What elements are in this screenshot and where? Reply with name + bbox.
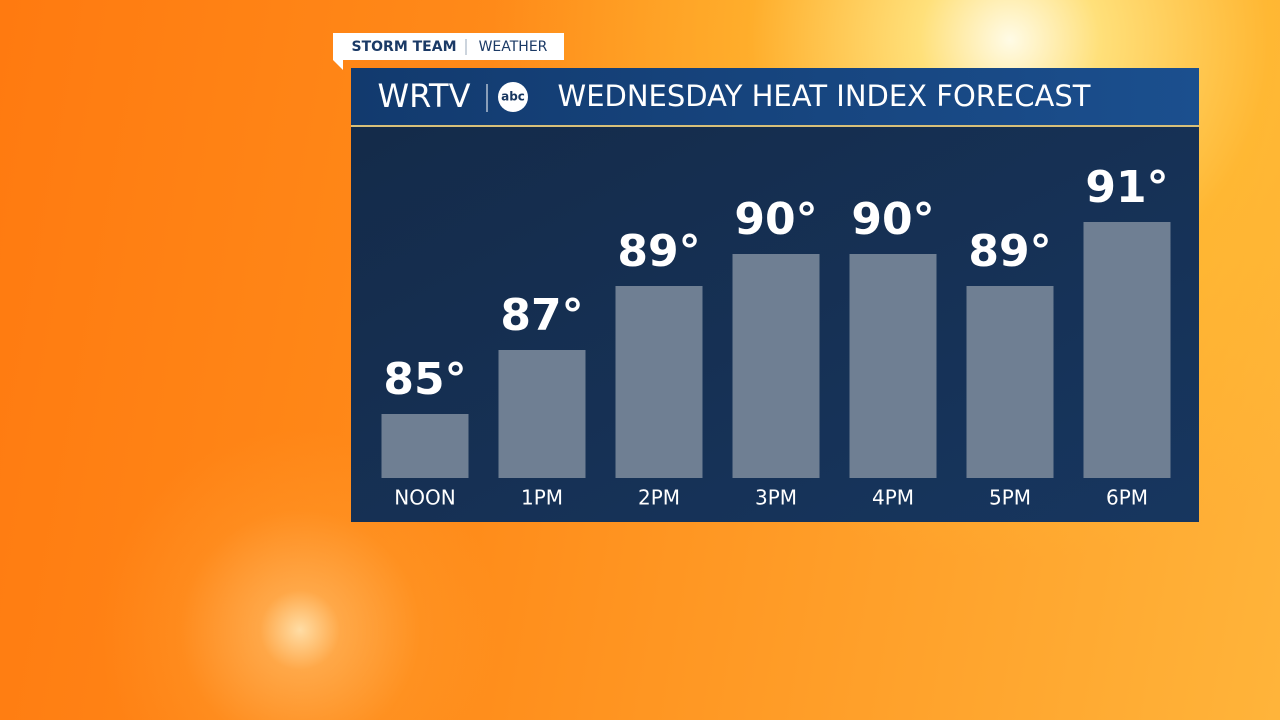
x-tick-label: 1PM xyxy=(521,486,563,510)
x-tick-label: 3PM xyxy=(755,486,797,510)
bar xyxy=(1083,222,1171,478)
value-label: 87° xyxy=(500,290,583,341)
value-label: 89° xyxy=(617,226,700,277)
bar xyxy=(732,254,820,478)
x-tick-label: 4PM xyxy=(872,486,914,510)
value-label: 91° xyxy=(1085,162,1168,213)
bar xyxy=(381,414,469,478)
tag-section: WEATHER xyxy=(479,39,548,55)
x-tick-label: 5PM xyxy=(989,486,1031,510)
value-label: 90° xyxy=(851,194,934,245)
bar xyxy=(498,350,586,478)
x-tick-label: 6PM xyxy=(1106,486,1148,510)
value-label: 90° xyxy=(734,194,817,245)
tag-box xyxy=(333,33,564,70)
network-logo: abc xyxy=(501,90,525,104)
bar xyxy=(615,286,703,478)
tag-text: STORM TEAM xyxy=(352,39,457,55)
value-label: 89° xyxy=(968,226,1051,277)
x-tick-label: 2PM xyxy=(638,486,680,510)
x-tick-label: NOON xyxy=(394,486,455,510)
bar xyxy=(966,286,1054,478)
network-badge xyxy=(498,82,528,112)
bar xyxy=(849,254,937,478)
chart-title: WEDNESDAY HEAT INDEX FORECAST xyxy=(558,79,1091,113)
header-band xyxy=(351,68,1199,126)
value-label: 85° xyxy=(383,354,466,405)
station-logo: WRTV xyxy=(378,77,471,115)
